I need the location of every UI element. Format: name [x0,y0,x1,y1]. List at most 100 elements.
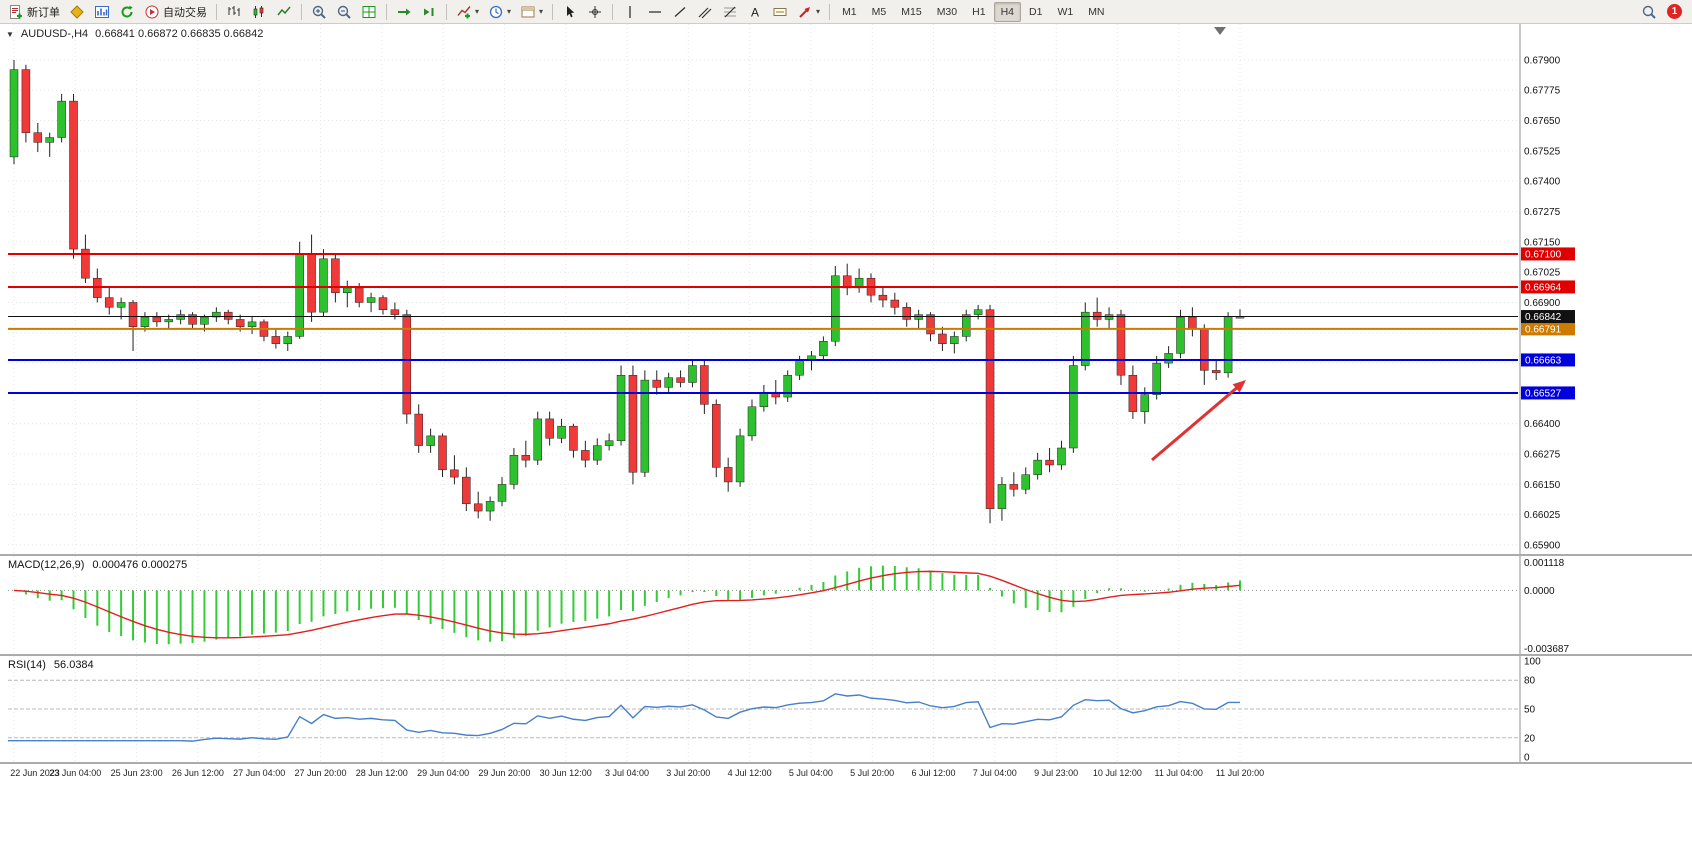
svg-text:0.67275: 0.67275 [1524,207,1561,218]
new-order-icon [10,4,22,19]
tile-windows-button[interactable] [357,2,381,22]
macd-pane[interactable]: 0.001118 0.0000 -0.003687 MACD(12,26,9) 0.… [0,556,1692,654]
time-axis-label: 6 Jul 12:00 [911,768,956,778]
main-chart-pane[interactable]: 0.67900 0.67775 0.67650 0.67525 0.67400 0.672… [0,24,1692,554]
time-axis-label: 25 Jun 23:00 [110,768,163,778]
pane-splitter[interactable] [0,762,1692,764]
candlestick-mode-button[interactable] [247,2,271,22]
refresh-icon [121,5,133,17]
svg-text:0.66663: 0.66663 [1525,355,1562,366]
autotrading-icon [145,5,159,18]
timeframe-d1-button[interactable]: D1 [1029,5,1043,18]
tile-windows-icon [362,5,376,18]
chart-header: ▼ AUDUSD-,H4 0.66841 0.66872 0.66835 0.6… [6,28,263,40]
cursor-button[interactable] [558,2,582,22]
svg-text:0.66842: 0.66842 [1525,312,1562,323]
text-tool-button[interactable]: A [743,2,767,22]
toolbar-separator [301,3,302,20]
chart-shift-marker [1214,27,1226,35]
svg-text:0.66527: 0.66527 [1525,388,1562,399]
time-axis-label: 27 Jun 04:00 [233,768,286,778]
metaeditor-button[interactable] [65,2,89,22]
time-axis-label: 7 Jul 04:00 [972,768,1017,778]
time-axis-label: 28 Jun 12:00 [355,768,408,778]
time-axis-label: 9 Jul 23:00 [1034,768,1079,778]
pane-splitter[interactable] [0,554,1692,556]
macd-values: 0.000476 0.000275 [92,559,188,571]
refresh-button[interactable] [115,2,139,22]
macd-label: MACD(12,26,9) 0.000476 0.000275 [8,559,187,571]
svg-text:0.66964: 0.66964 [1525,282,1562,293]
svg-text:0.66275: 0.66275 [1524,450,1561,461]
chevron-down-icon: ▾ [475,6,480,16]
timeframe-w1-button[interactable]: W1 [1057,5,1074,18]
time-axis-label: 23 Jun 04:00 [49,768,102,778]
trendline-tool-button[interactable] [668,2,692,22]
line-chart-mode-button[interactable] [272,2,296,22]
templates-icon [521,6,535,17]
text-label-tool-button[interactable] [768,2,792,22]
channel-icon [698,7,712,18]
svg-text:0.0000: 0.0000 [1524,586,1555,597]
toolbar: 新订单 自动交易 [0,0,1692,24]
bar-chart-icon [228,5,240,16]
chart-shift-button[interactable] [417,2,441,22]
zoom-out-button[interactable] [332,2,356,22]
rsi-canvas[interactable]: 100 80 50 20 0 [0,656,1692,762]
svg-text:0.67650: 0.67650 [1524,116,1561,127]
channel-tool-button[interactable] [693,2,717,22]
svg-text:0.001118: 0.001118 [1524,558,1565,569]
toolbar-separator [386,3,387,20]
new-order-button[interactable]: 新订单 [4,2,64,22]
notification-badge[interactable]: 1 [1667,4,1682,19]
time-axis-label: 5 Jul 20:00 [850,768,895,778]
chevron-down-icon: ▾ [816,6,821,16]
main-chart-canvas[interactable]: 0.67900 0.67775 0.67650 0.67525 0.67400 0.672… [0,24,1692,554]
timeframe-m1-button[interactable]: M1 [842,5,857,18]
auto-scroll-button[interactable] [392,2,416,22]
arrow-tools-button[interactable]: ▾ [793,2,824,22]
bar-chart-mode-button[interactable] [222,2,246,22]
timeframe-m30-button[interactable]: M30 [936,5,958,18]
time-axis-label: 3 Jul 04:00 [604,768,650,778]
chevron-down-icon: ▾ [539,6,544,16]
periods-button[interactable]: ▾ [484,2,515,22]
svg-text:0.66791: 0.66791 [1525,324,1562,335]
annotation-arrow [1151,384,1241,462]
indicators-button[interactable]: ▾ [452,2,483,22]
timeframe-m5-button[interactable]: M5 [871,5,887,18]
time-axis[interactable]: 22 Jun 2023 23 Jun 04:00 25 Jun 23:00 26 Ju… [0,764,1692,784]
candlestick-icon [253,5,264,18]
timeframe-group: M1 M5 M15 M30 H1 H4 D1 W1 MN [835,1,1111,22]
rsi-pane[interactable]: 100 80 50 20 0 RSI(14) 56.0384 [0,656,1692,762]
timeframe-mn-button[interactable]: MN [1088,5,1105,18]
crosshair-button[interactable] [583,2,607,22]
charts-button[interactable] [90,2,114,22]
templates-button[interactable]: ▾ [516,2,547,22]
svg-text:0.66025: 0.66025 [1524,510,1561,521]
vertical-line-tool-button[interactable] [618,2,642,22]
pane-splitter[interactable] [0,654,1692,656]
svg-text:0.67100: 0.67100 [1525,249,1562,260]
search-icon [1642,5,1656,19]
horizontal-line-tool-button[interactable] [643,2,667,22]
svg-text:A: A [751,5,759,19]
svg-text:0.67525: 0.67525 [1524,146,1561,157]
time-axis-label: 5 Jul 04:00 [788,768,833,778]
line-chart-icon [277,6,291,15]
zoom-in-button[interactable] [307,2,331,22]
vertical-line-icon [629,5,631,18]
search-button[interactable] [1637,2,1661,22]
time-axis-label: 26 Jun 12:00 [171,768,224,778]
timeframe-h4-button[interactable]: H4 [993,1,1021,22]
timeframe-m15-button[interactable]: M15 [901,5,922,18]
svg-text:0.67775: 0.67775 [1524,86,1561,97]
svg-text:80: 80 [1524,676,1536,687]
fibonacci-tool-button[interactable] [718,2,742,22]
chevron-down-icon: ▾ [507,6,512,16]
svg-text:0.67900: 0.67900 [1524,55,1561,66]
autotrading-button[interactable]: 自动交易 [140,2,211,22]
macd-canvas[interactable]: 0.001118 0.0000 -0.003687 [0,556,1692,654]
one-click-trading-toggle[interactable]: ▼ [6,29,14,39]
timeframe-h1-button[interactable]: H1 [972,5,986,18]
